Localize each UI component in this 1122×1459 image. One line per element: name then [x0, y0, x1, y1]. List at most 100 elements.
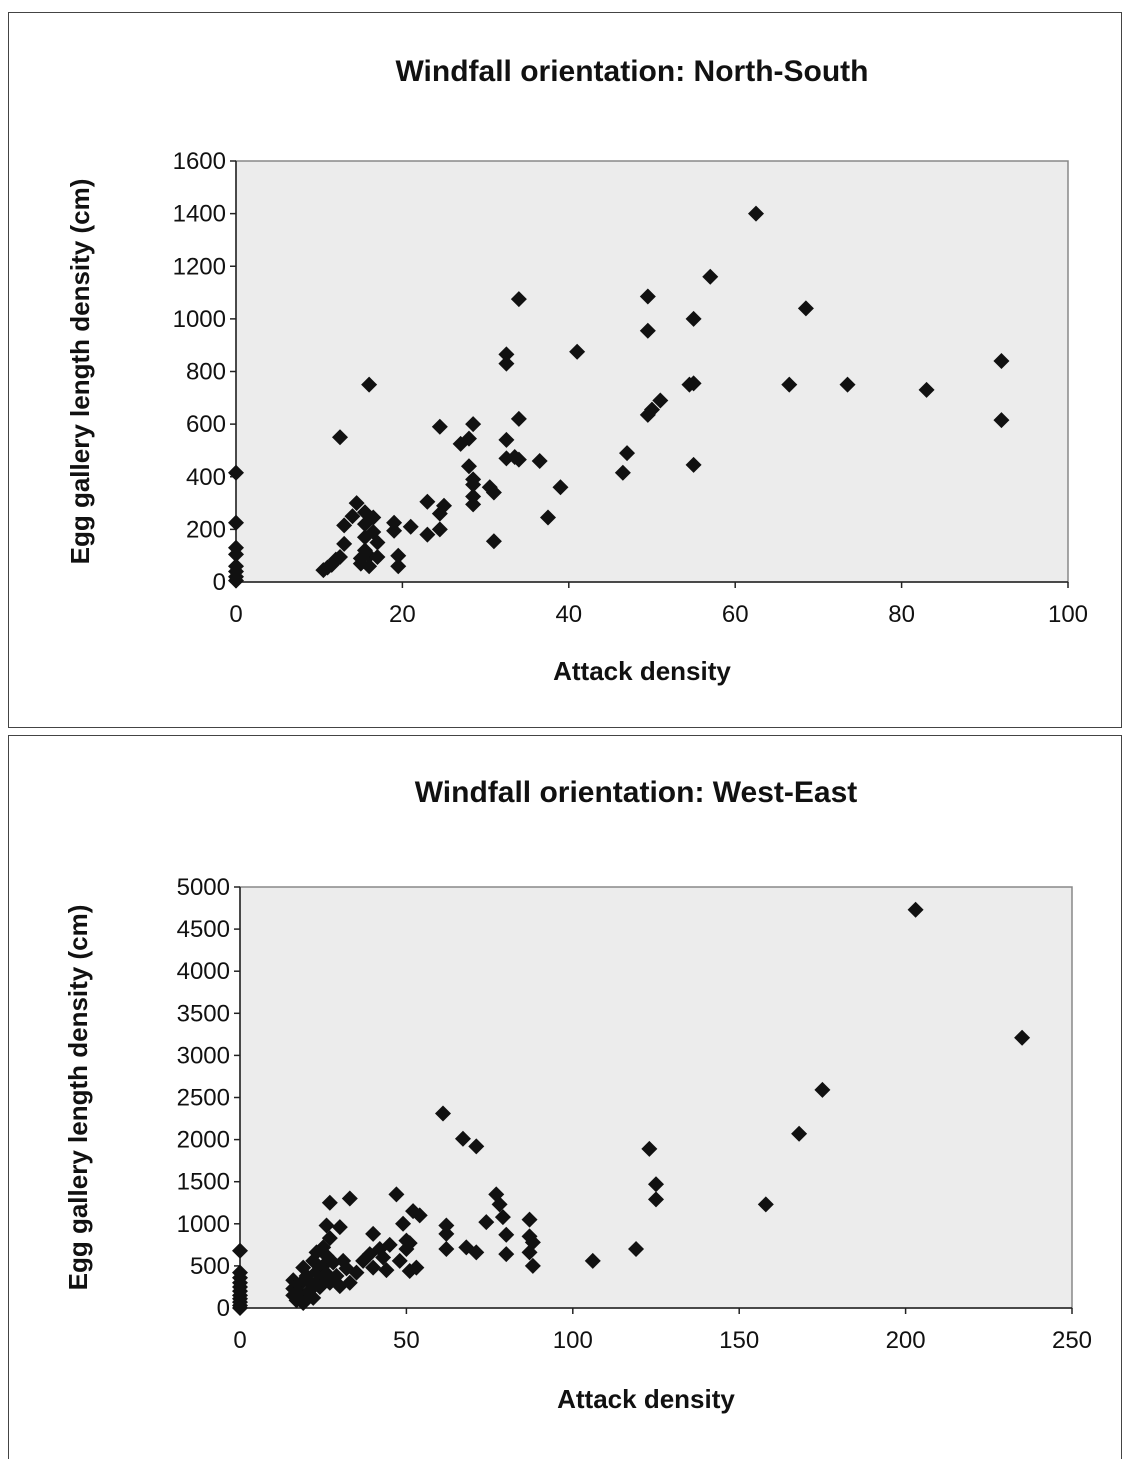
- chart2-data-point: [232, 1242, 248, 1259]
- chart1-data-point: [839, 376, 856, 393]
- chart1-data-point: [993, 352, 1010, 369]
- chart1-data-point: [685, 310, 702, 327]
- chart1-x-tick-label: 80: [888, 601, 915, 628]
- chart2-x-tick-label: 250: [1052, 1327, 1092, 1354]
- chart1-data-point: [336, 535, 353, 552]
- chart1-y-tick-label: 600: [186, 411, 226, 438]
- chart1-y-tick-label: 1200: [173, 253, 226, 280]
- chart1-data-point: [652, 392, 669, 409]
- chart2-data-point: [375, 1249, 392, 1266]
- chart2-data-point: [498, 1246, 515, 1263]
- chart1-plot-area: [235, 160, 1069, 583]
- chart1-data-point: [531, 452, 548, 469]
- chart1-data-point: [465, 496, 482, 513]
- chart2-data-point: [1014, 1029, 1031, 1046]
- chart2-x-tick-label: 100: [553, 1327, 593, 1354]
- chart2-data-point: [381, 1236, 398, 1253]
- chart1-x-axis-title: Attack density: [553, 656, 731, 686]
- chart2-y-tick-label: 3500: [177, 1000, 230, 1027]
- chart2-data-point: [521, 1244, 538, 1261]
- chart2-data-point: [814, 1081, 831, 1098]
- chart2-data-point: [408, 1259, 425, 1276]
- chart2-x-tick-label: 0: [233, 1327, 246, 1354]
- chart2-data-point: [305, 1289, 322, 1306]
- chart1-data-point: [498, 431, 515, 448]
- chart1-y-axis-title: Egg gallery length density (cm): [65, 179, 95, 565]
- chart1-data-point: [419, 526, 436, 543]
- chart2-data-point: [468, 1244, 485, 1261]
- scatter-chart-west-east: Windfall orientation: West-East050010001…: [63, 776, 1092, 1414]
- chart2-data-point: [395, 1215, 412, 1232]
- chart2-plot-area: [239, 886, 1073, 1309]
- chart1-data-point: [228, 572, 244, 589]
- chart2-data-point: [311, 1278, 328, 1295]
- chart1-data-point: [619, 445, 636, 462]
- chart1-data-point: [431, 418, 448, 435]
- chart1-data-point: [918, 381, 935, 398]
- chart2-x-tick-label: 200: [886, 1327, 926, 1354]
- chart2-data-point: [521, 1211, 538, 1228]
- chart1-data-point: [390, 558, 407, 575]
- chart2-data-point: [401, 1235, 418, 1252]
- chart2-data-point: [468, 1138, 485, 1155]
- chart2-title: Windfall orientation: West-East: [415, 776, 858, 809]
- chart1-data-point: [460, 430, 477, 447]
- chart2-data-point: [365, 1225, 382, 1242]
- chart2-data-point: [757, 1196, 774, 1213]
- chart1-data-point: [552, 479, 569, 496]
- chart1-data-point: [332, 429, 348, 446]
- chart2-y-tick-label: 2500: [177, 1085, 230, 1112]
- chart1-data-point: [402, 518, 419, 535]
- chart2-y-tick-label: 5000: [177, 874, 230, 901]
- chart1-data-point: [569, 343, 586, 360]
- chart2-y-tick-label: 1500: [177, 1169, 230, 1196]
- chart1-data-point: [344, 508, 361, 525]
- chart2-data-point: [365, 1259, 382, 1276]
- chart2-data-point: [438, 1225, 455, 1242]
- chart2-data-point: [435, 1105, 452, 1122]
- chart2-y-axis-title: Egg gallery length density (cm): [63, 905, 93, 1291]
- chart1-data-point: [465, 476, 482, 493]
- chart1-data-point: [332, 549, 348, 566]
- chart1-x-tick-label: 60: [722, 601, 749, 628]
- chart2-data-point: [628, 1241, 645, 1258]
- chart2-data-point: [378, 1262, 395, 1279]
- chart2-data-point: [584, 1252, 601, 1269]
- chart2-data-point: [331, 1219, 348, 1236]
- chart2-data-point: [494, 1209, 511, 1226]
- chart1-data-point: [419, 493, 436, 510]
- chart2-data-point: [341, 1274, 358, 1291]
- chart1-data-point: [639, 322, 656, 339]
- chart1-data-point: [510, 410, 527, 427]
- chart2-data-point: [524, 1257, 541, 1274]
- chart1-data-point: [644, 401, 660, 418]
- chart1-title: Windfall orientation: North-South: [396, 55, 869, 88]
- chart1-data-point: [436, 497, 452, 514]
- chart2-y-tick-label: 0: [217, 1295, 230, 1322]
- chart1-data-point: [498, 450, 515, 467]
- chart1-data-point: [614, 464, 631, 481]
- chart2-data-point: [318, 1217, 335, 1234]
- chart2-data-point: [348, 1264, 365, 1281]
- chart1-data-point: [685, 375, 702, 392]
- chart1-data-point: [365, 509, 382, 526]
- chart2-y-tick-label: 3000: [177, 1042, 230, 1069]
- chart2-x-tick-label: 50: [393, 1327, 420, 1354]
- chart2-y-tick-label: 500: [190, 1253, 230, 1280]
- chart2-x-tick-label: 150: [719, 1327, 759, 1354]
- chart1-data-point: [485, 533, 502, 550]
- chart1-data-point: [465, 416, 482, 433]
- chart2-data-point: [478, 1214, 495, 1231]
- chart2-data-point: [331, 1278, 348, 1295]
- chart1-data-point: [431, 521, 448, 538]
- chart2-data-point: [321, 1194, 338, 1211]
- chart2-data-point: [454, 1130, 471, 1147]
- chart-panel-north-south: Windfall orientation: North-South 0 200 400…: [8, 12, 1122, 728]
- chart1-x-tick-label: 20: [389, 601, 416, 628]
- chart1-y-tick-label: 800: [186, 359, 226, 386]
- chart1-data-point: [498, 355, 515, 372]
- chart1-data-point: [361, 376, 378, 393]
- chart2-x-axis-title: Attack density: [557, 1384, 735, 1414]
- chart2-data-point: [438, 1241, 455, 1258]
- chart1-data-point: [386, 522, 403, 539]
